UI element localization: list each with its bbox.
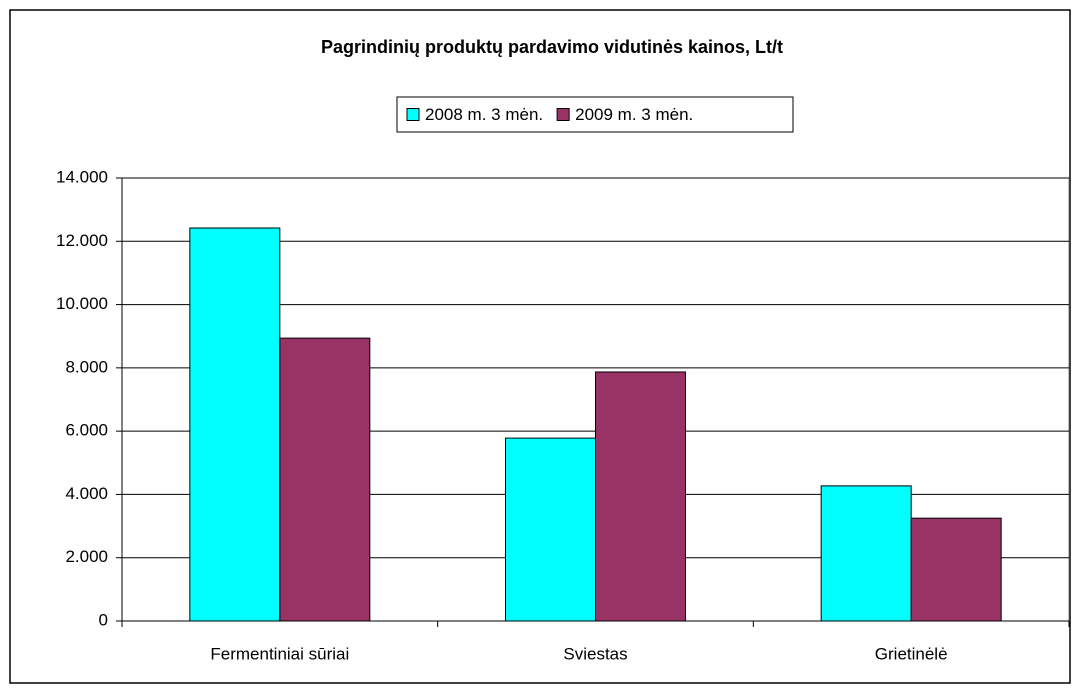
x-tick-label: Grietinėlė	[875, 644, 948, 663]
y-tick-label: 4.000	[65, 484, 108, 503]
chart-title: Pagrindinių produktų pardavimo vidutinės…	[321, 37, 783, 57]
bar	[910, 517, 1002, 622]
y-tick-label: 10.000	[56, 294, 108, 313]
y-tick-label: 0	[99, 610, 108, 629]
x-tick-label: Fermentiniai sūriai	[210, 644, 349, 663]
bar	[279, 337, 371, 622]
y-tick-label: 8.000	[65, 357, 108, 376]
legend-swatch	[556, 108, 570, 121]
bar	[505, 437, 596, 622]
legend-box	[396, 96, 794, 133]
y-tick-label: 6.000	[65, 421, 108, 440]
x-tick-label: Sviestas	[563, 644, 627, 663]
bar	[189, 227, 281, 622]
bar	[595, 371, 686, 622]
legend-label: 2009 m. 3 mėn.	[575, 105, 693, 124]
bar	[820, 485, 912, 622]
y-tick-label: 12.000	[56, 231, 108, 250]
y-tick-label: 14.000	[56, 167, 108, 186]
y-tick-label: 2.000	[65, 547, 108, 566]
legend-label: 2008 m. 3 mėn.	[425, 105, 543, 124]
legend-swatch	[406, 108, 420, 121]
